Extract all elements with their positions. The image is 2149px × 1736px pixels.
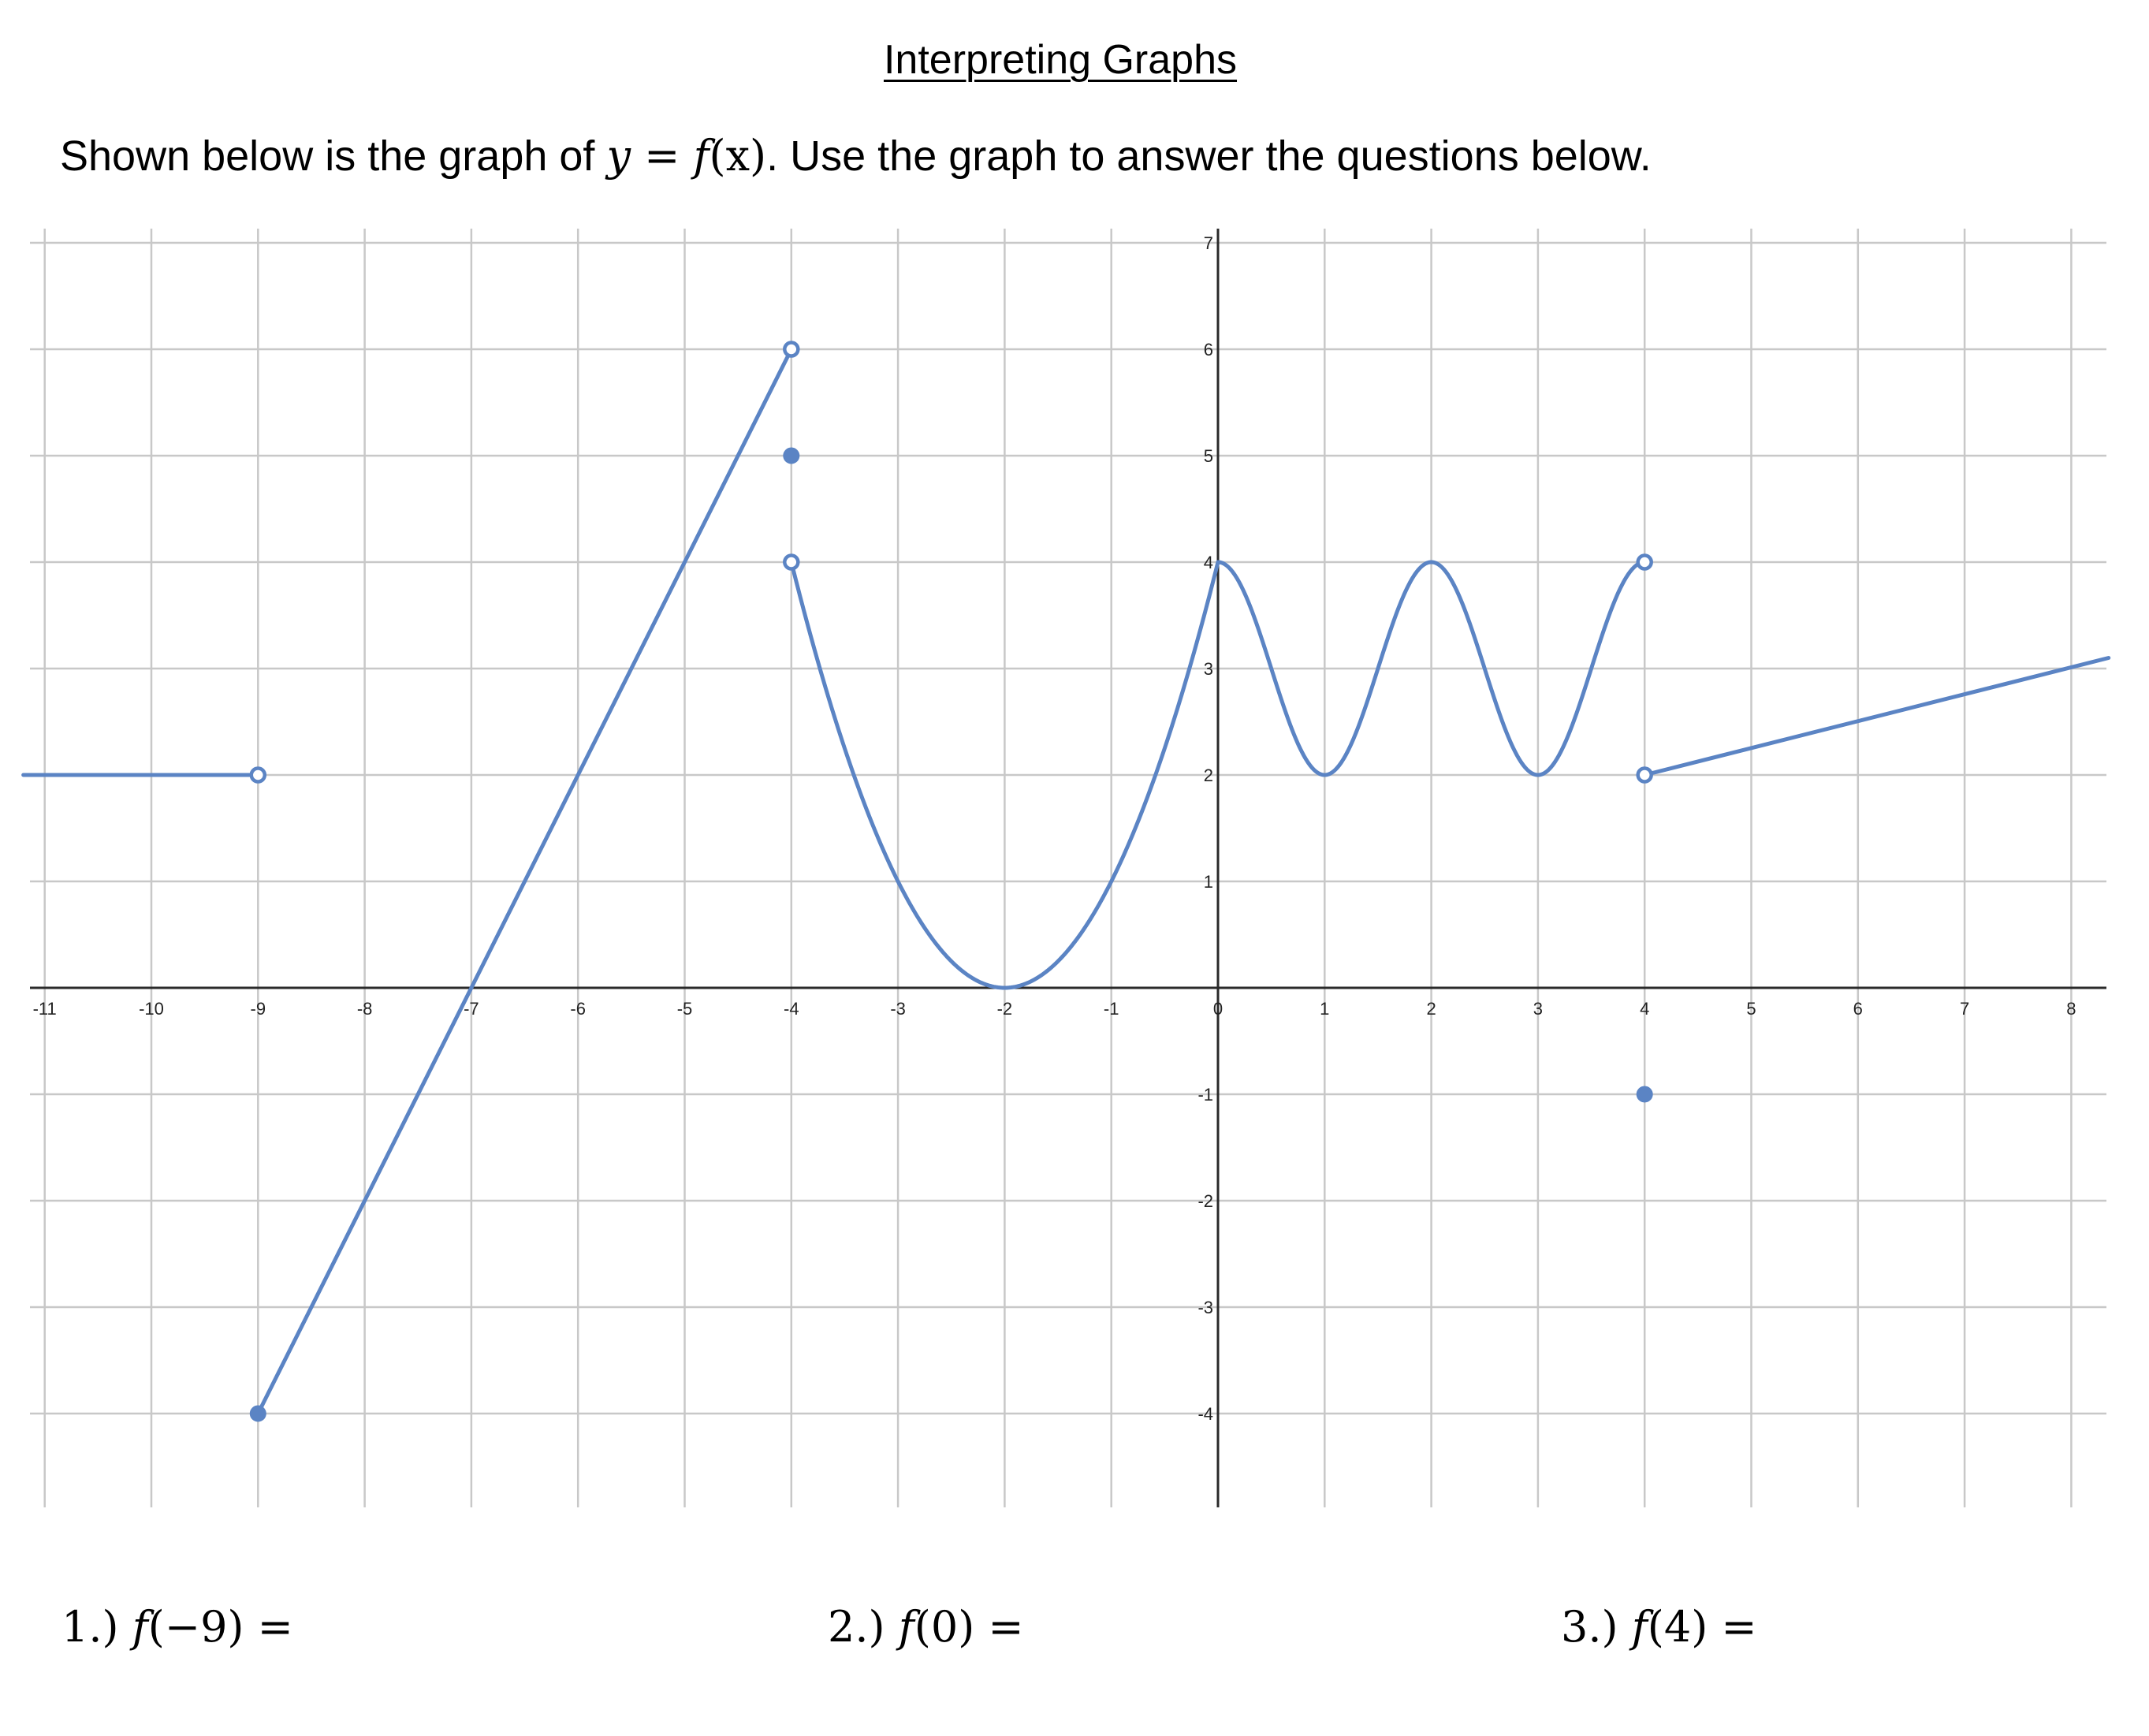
question-2-fn: f bbox=[898, 1602, 914, 1652]
y-tick-label: -2 bbox=[1197, 1191, 1213, 1211]
curve-cosine bbox=[1216, 560, 1647, 777]
question-3-number: 3.) bbox=[1561, 1602, 1632, 1652]
open-point bbox=[783, 553, 800, 571]
question-2-eq: = bbox=[974, 1602, 1024, 1652]
question-1-eq: = bbox=[244, 1602, 293, 1652]
x-tick-label: -1 bbox=[1104, 999, 1119, 1019]
question-3: 3.) f(4) = bbox=[1561, 1602, 1757, 1652]
curve-parabola bbox=[789, 560, 1220, 990]
y-tick-label: 6 bbox=[1204, 340, 1213, 359]
question-1-fn: f bbox=[132, 1602, 148, 1652]
x-tick-label: -6 bbox=[570, 999, 586, 1019]
question-1-arg: (−9) bbox=[147, 1602, 244, 1652]
x-tick-label: 0 bbox=[1213, 999, 1223, 1019]
x-tick-label: 1 bbox=[1320, 999, 1329, 1019]
open-point bbox=[249, 766, 267, 784]
question-3-fn: f bbox=[1631, 1602, 1648, 1652]
y-tick-label: 5 bbox=[1204, 446, 1213, 466]
x-tick-label: -11 bbox=[33, 999, 57, 1019]
x-tick-label: -2 bbox=[997, 999, 1013, 1019]
intro-math-eq: = bbox=[630, 131, 694, 181]
y-tick-label: 1 bbox=[1204, 872, 1213, 892]
x-tick-label: -5 bbox=[677, 999, 693, 1019]
closed-point bbox=[249, 1405, 266, 1422]
page-title: Interpreting Graphs bbox=[883, 37, 1238, 83]
intro-text: Shown below is the graph of y = f(x). Us… bbox=[60, 131, 1652, 181]
x-tick-label: -4 bbox=[784, 999, 799, 1019]
x-tick-label: 4 bbox=[1640, 999, 1649, 1019]
intro-math-fn: f bbox=[693, 131, 710, 181]
x-tick-label: 2 bbox=[1426, 999, 1436, 1019]
x-tick-label: -3 bbox=[890, 999, 906, 1019]
question-1-number: 1.) bbox=[61, 1602, 132, 1652]
y-tick-label: -1 bbox=[1197, 1085, 1213, 1105]
y-tick-label: -4 bbox=[1197, 1404, 1213, 1424]
curve-ray bbox=[1642, 656, 2111, 777]
question-1: 1.) f(−9) = bbox=[61, 1602, 293, 1652]
y-tick-label: -3 bbox=[1197, 1298, 1213, 1317]
intro-before: Shown below is the graph of bbox=[60, 132, 607, 180]
x-tick-label: 3 bbox=[1533, 999, 1543, 1019]
closed-point bbox=[783, 447, 800, 464]
x-tick-label: 7 bbox=[1960, 999, 1969, 1019]
question-2-number: 2.) bbox=[828, 1602, 899, 1652]
question-2: 2.) f(0) = bbox=[828, 1602, 1024, 1652]
y-tick-label: 7 bbox=[1204, 233, 1213, 253]
y-tick-label: 4 bbox=[1204, 553, 1213, 572]
curve-segment bbox=[255, 347, 794, 1416]
open-point bbox=[783, 341, 800, 358]
question-3-arg: (4) bbox=[1647, 1602, 1708, 1652]
open-point bbox=[1636, 553, 1653, 571]
intro-math-arg: (x) bbox=[709, 131, 767, 181]
intro-math-var: y bbox=[606, 131, 631, 181]
x-tick-label: 6 bbox=[1853, 999, 1863, 1019]
question-3-eq: = bbox=[1708, 1602, 1757, 1652]
x-tick-label: 5 bbox=[1746, 999, 1756, 1019]
x-tick-label: -10 bbox=[139, 999, 164, 1019]
x-tick-label: -9 bbox=[251, 999, 266, 1019]
intro-after: . Use the graph to answer the questions … bbox=[766, 132, 1652, 180]
y-tick-label: 3 bbox=[1204, 659, 1213, 679]
x-tick-label: -7 bbox=[464, 999, 479, 1019]
closed-point bbox=[1636, 1086, 1653, 1103]
open-point bbox=[1636, 766, 1653, 784]
x-tick-label: -8 bbox=[357, 999, 373, 1019]
question-2-arg: (0) bbox=[914, 1602, 975, 1652]
y-tick-label: 2 bbox=[1204, 766, 1213, 785]
function-graph: -11 -10 -9 -8 -7 -6 -5 -4 -3 -2 -1 0 1 2 3 4 5 6 7 87654321… bbox=[21, 229, 2111, 1507]
x-tick-label: 8 bbox=[2066, 999, 2076, 1019]
